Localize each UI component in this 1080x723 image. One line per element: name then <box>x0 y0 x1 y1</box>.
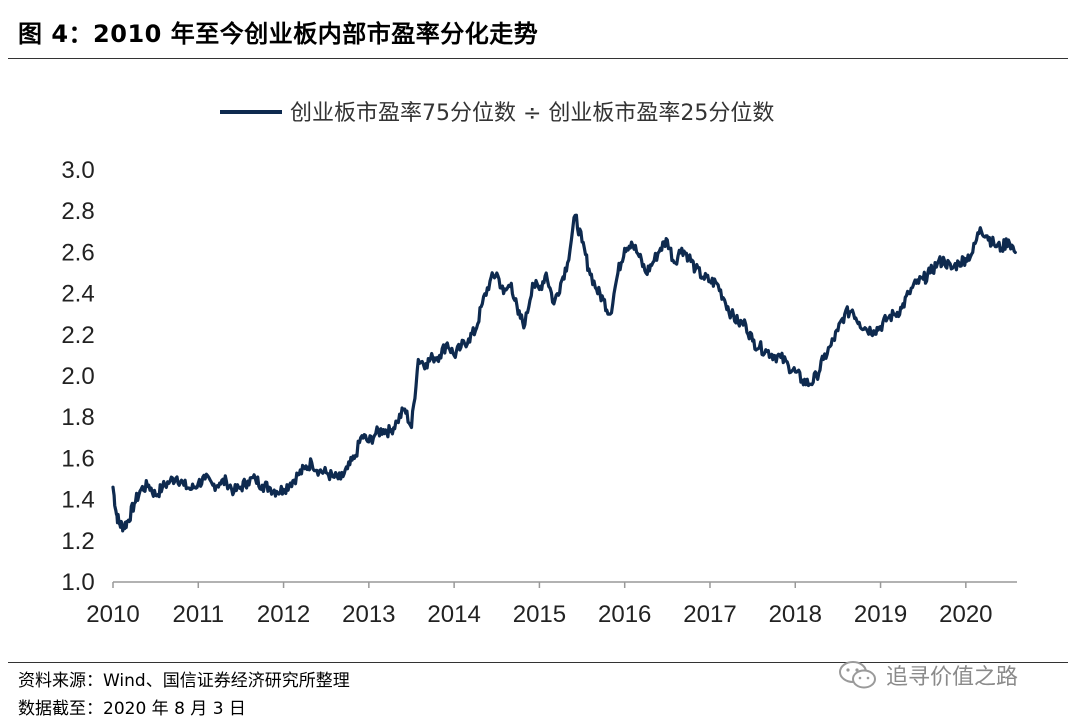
x-axis <box>112 581 1017 588</box>
y-tick-label: 1.2 <box>61 528 94 555</box>
footer-rule <box>8 662 1068 663</box>
y-tick-label: 2.6 <box>61 239 94 266</box>
watermark-text: 追寻价值之路 <box>886 665 1019 690</box>
x-tick-label: 2019 <box>854 601 907 628</box>
figure-title: 图 4：2010 年至今创业板内部市盈率分化走势 <box>18 20 539 48</box>
x-tick-label: 2011 <box>172 601 224 628</box>
legend-label: 创业板市盈率75分位数 ÷ 创业板市盈率25分位数 <box>290 101 774 126</box>
y-tick-label: 1.0 <box>61 569 94 596</box>
x-tick-label: 2015 <box>513 601 566 628</box>
x-tick-label: 2017 <box>683 601 736 628</box>
data-date-note: 数据截至：2020 年 8 月 3 日 <box>18 699 246 719</box>
y-tick-label: 1.8 <box>61 404 94 431</box>
y-tick-label: 2.4 <box>61 281 94 308</box>
wechat-icon <box>839 661 876 689</box>
line-chart: 创业板市盈率75分位数 ÷ 创业板市盈率25分位数 1.01.21.41.61.… <box>61 101 1017 628</box>
source-note: 资料来源：Wind、国信证券经济研究所整理 <box>18 671 350 691</box>
y-tick-label: 3.0 <box>61 157 94 184</box>
y-tick-label: 2.0 <box>61 363 94 390</box>
x-tick-label: 2010 <box>86 601 139 628</box>
x-tick-label: 2014 <box>427 601 480 628</box>
chart-legend: 创业板市盈率75分位数 ÷ 创业板市盈率25分位数 <box>220 101 774 126</box>
header-rule <box>8 58 1068 59</box>
x-tick-label: 2013 <box>342 601 395 628</box>
x-tick-label: 2020 <box>939 601 992 628</box>
x-tick-label: 2012 <box>257 601 310 628</box>
y-tick-label: 1.4 <box>61 487 94 514</box>
y-tick-label: 2.2 <box>61 322 94 349</box>
y-axis-ticks: 1.0 1.2 1.4 1.6 1.8 2.0 2.2 2.4 2.6 2.8 3.0 <box>61 157 94 596</box>
series-line <box>111 213 1017 533</box>
x-axis-ticks: 2010 2011 2012 2013 2014 2015 2016 2017 2018 2019… <box>86 601 992 628</box>
x-tick-label: 2018 <box>769 601 822 628</box>
watermark: 追寻价值之路 <box>838 659 1018 691</box>
y-tick-label: 1.6 <box>61 445 94 472</box>
x-tick-label: 2016 <box>598 601 651 628</box>
y-tick-label: 2.8 <box>61 198 94 225</box>
